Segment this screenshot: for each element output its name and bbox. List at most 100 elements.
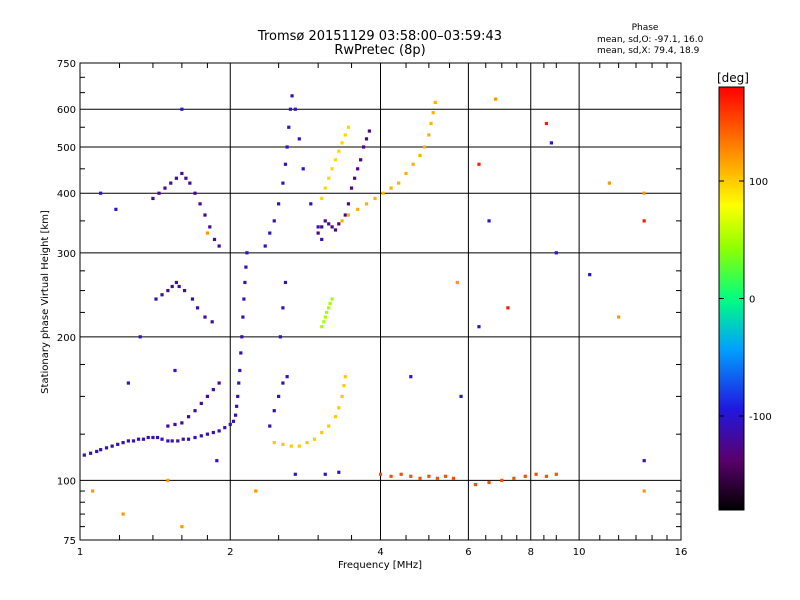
data-point <box>409 375 413 379</box>
data-point <box>184 176 188 180</box>
data-point <box>297 137 301 141</box>
data-point <box>342 384 346 388</box>
data-point <box>359 158 363 162</box>
data-point <box>617 315 621 319</box>
data-point <box>186 415 191 419</box>
data-point <box>281 306 285 310</box>
data-point <box>272 409 276 413</box>
data-point <box>173 368 177 373</box>
data-point <box>327 176 331 180</box>
data-point <box>244 265 248 269</box>
data-point <box>323 219 327 223</box>
data-point <box>544 121 549 126</box>
data-point <box>451 476 456 480</box>
data-point <box>323 186 327 190</box>
minor-ticks <box>80 63 681 540</box>
data-point <box>473 482 478 487</box>
chart-subtitle: RwPretec (8p) <box>334 43 425 58</box>
data-point <box>285 145 289 149</box>
data-point <box>322 320 326 324</box>
data-point <box>435 476 439 480</box>
data-point <box>367 129 371 133</box>
data-point <box>268 231 272 235</box>
data-point <box>549 141 554 145</box>
data-point <box>427 474 431 478</box>
data-point <box>210 320 214 324</box>
data-point <box>199 434 203 438</box>
data-point <box>364 137 369 141</box>
data-point <box>180 421 184 425</box>
data-point <box>281 442 285 446</box>
data-point <box>155 435 160 440</box>
data-point <box>389 474 393 478</box>
data-point <box>297 444 301 448</box>
data-point <box>166 478 170 483</box>
data-point <box>104 446 109 450</box>
data-point <box>316 231 320 235</box>
data-point <box>141 437 146 441</box>
data-point <box>349 186 354 190</box>
data-point <box>459 394 463 399</box>
data-point <box>325 310 329 315</box>
data-point <box>181 437 185 441</box>
data-point <box>327 306 331 310</box>
data-point <box>182 288 187 293</box>
data-point <box>477 162 481 166</box>
data-point <box>293 472 297 476</box>
data-point <box>320 430 324 435</box>
data-point <box>607 181 612 185</box>
x-tick-label: 4 <box>377 547 383 558</box>
data-point <box>173 422 177 427</box>
data-point <box>487 219 491 223</box>
data-point <box>327 222 331 226</box>
data-point <box>309 202 313 206</box>
data-point <box>399 472 403 476</box>
x-tick-label: 6 <box>465 547 471 558</box>
data-points <box>82 94 646 529</box>
data-point <box>320 237 324 242</box>
data-point <box>305 441 309 445</box>
data-point <box>166 424 170 428</box>
data-point <box>239 351 243 355</box>
colorbar-label: [deg] <box>717 71 749 85</box>
y-tick-label: 600 <box>57 105 76 116</box>
data-point <box>381 191 385 195</box>
y-tick-label: 300 <box>57 249 76 260</box>
chart-title: Tromsø 20151129 03:58:00–03:59:43 <box>257 29 502 44</box>
data-point <box>512 476 516 480</box>
data-point <box>160 293 164 297</box>
data-point <box>283 280 288 285</box>
data-point <box>126 439 130 443</box>
y-tick-label: 500 <box>57 143 76 154</box>
data-point <box>433 100 437 105</box>
data-point <box>422 145 427 149</box>
data-point <box>642 459 646 463</box>
data-point <box>237 381 241 385</box>
data-point <box>330 167 334 171</box>
data-point <box>328 301 332 306</box>
data-point <box>212 237 217 242</box>
data-point <box>174 280 178 285</box>
data-point <box>287 125 291 129</box>
data-point <box>404 171 408 176</box>
data-point <box>121 441 125 445</box>
data-point <box>429 121 433 126</box>
data-point <box>642 219 646 223</box>
data-point <box>340 394 344 399</box>
data-point <box>199 401 203 406</box>
data-point <box>343 213 347 217</box>
data-point <box>320 225 324 229</box>
data-point <box>236 394 240 399</box>
data-point <box>316 225 320 229</box>
data-point <box>272 441 276 445</box>
data-point <box>409 474 413 478</box>
data-point <box>193 191 197 195</box>
data-point <box>186 437 191 441</box>
data-point <box>205 394 210 399</box>
data-point <box>263 244 267 248</box>
data-point <box>163 186 167 190</box>
data-point <box>99 191 103 195</box>
data-point <box>277 202 281 206</box>
data-point <box>418 476 422 480</box>
data-point <box>231 419 236 423</box>
